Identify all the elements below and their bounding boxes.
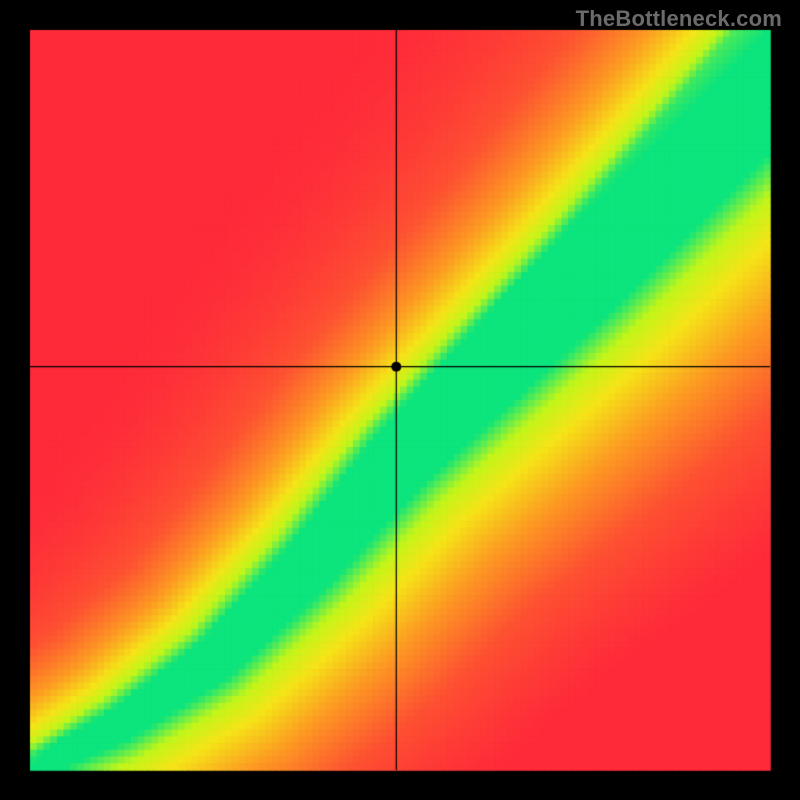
bottleneck-heatmap: [0, 0, 800, 800]
chart-container: { "watermark": "TheBottleneck.com", "wat…: [0, 0, 800, 800]
watermark-text: TheBottleneck.com: [576, 6, 782, 32]
